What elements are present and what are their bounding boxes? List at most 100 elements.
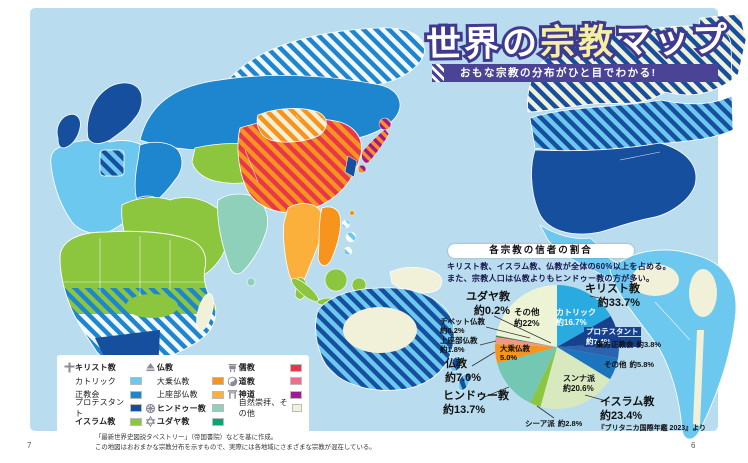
nature-swatch: [291, 404, 302, 413]
title-part-3: マップ: [613, 17, 734, 64]
protestant-swatch: [130, 404, 142, 413]
incense-burner-icon: [227, 362, 239, 373]
footnote-line-1: 「最新世界史図説タペストリー」（帝国書院）などを基に作成。: [95, 434, 278, 441]
label-judaism-total: ユダヤ教 約0.2%: [466, 291, 510, 317]
mahayana-swatch: [211, 377, 224, 386]
catholic-swatch: [129, 377, 142, 386]
region-myanmar-thailand-theravada: [283, 203, 324, 288]
left-page-number: 7: [27, 441, 32, 450]
page-title: 世界の宗教マップ: [423, 11, 734, 68]
orthodox-swatch: [129, 390, 142, 399]
legend-row-protestant: プロテスタント: [63, 398, 142, 418]
region-usa-protestant: [531, 142, 697, 235]
pie-slice-eastern-orthodox: [557, 343, 619, 359]
region-uk-protestant: [56, 113, 81, 149]
title-part-1: 世界の: [423, 21, 544, 68]
yin-yang-icon: [227, 376, 239, 387]
label-shia: シーア派 約2.8%: [525, 419, 583, 428]
legend-row-christianity: キリスト教: [63, 361, 142, 375]
chart-note-line-1: キリスト教、イスラム教、仏教が全体の60%以上を占める。: [447, 262, 671, 271]
chart-title: 各宗教の信者の割合: [448, 244, 634, 258]
region-vietnam-mahayana: [317, 206, 341, 266]
pie-slice-tibetan: [495, 336, 557, 347]
label-other-religions: その他 約22%: [514, 307, 540, 328]
chart-note-line-2: また、宗教人口は仏教よりもヒンドゥー教の方が多い。: [447, 274, 655, 283]
label-protestant: プロテスタント 約7.4%: [584, 327, 641, 347]
region-europe: [50, 82, 183, 234]
legend-row-islam: イスラム教: [63, 415, 142, 429]
region-korea: [344, 155, 358, 178]
region-oceania: [315, 267, 471, 391]
confucianism-swatch: [290, 363, 302, 372]
title-part-2: 宗教: [537, 19, 620, 65]
legend-column-1: キリスト教 カトリック 正教会 プロテスタント イスラム教: [63, 361, 142, 430]
label-other-christian: その他 約5.8%: [604, 360, 655, 369]
legend-row-orthodox: 正教会: [63, 388, 142, 402]
region-south-america: [609, 249, 737, 440]
legend-row-shinto: 神道: [227, 388, 302, 402]
leader-theravada: [479, 340, 497, 346]
map-footnote: 「最新世界史図説タペストリー」（帝国書院）などを基に作成。 この地図はおおまかな…: [95, 433, 376, 453]
region-eastern-europe-orthodox: [134, 141, 183, 208]
label-catholic: カトリック 約16.7%: [556, 308, 596, 327]
pie-slice-other: [496, 285, 557, 347]
pie-chart: [471, 285, 619, 419]
shinto-swatch: [290, 390, 302, 399]
region-australia-outback-nature: [343, 307, 417, 353]
judaism-swatch: [211, 417, 224, 426]
region-madagascar-nature: [196, 293, 214, 331]
pie-slice-jewish: [495, 335, 557, 347]
legend-row-theravada: 上座部仏教: [145, 388, 224, 402]
cross-icon: [63, 362, 75, 373]
region-philippines-catholic: [341, 219, 357, 256]
wheel-icon: [145, 403, 157, 414]
pie-slice-other-christian: [557, 347, 618, 380]
legend-row-mahayana: 大乗仏教: [145, 375, 224, 389]
pie-slice-theravada: [495, 336, 557, 347]
label-tibetan: チベット仏教 約0.2%: [440, 317, 485, 336]
legend-row-taoism: 道教: [227, 375, 302, 389]
pie-slice-hindu: [497, 347, 557, 403]
region-new-zealand: [450, 356, 471, 391]
region-andes-nature: [693, 330, 704, 426]
region-amazon-east-nature: [689, 269, 717, 317]
leader-judaism: [493, 315, 552, 344]
legend-row-nature-worship: 自然崇拝、その他: [227, 398, 302, 418]
footnote-line-2: この地図はおおまかな宗教分布を示すもので、実際には各地域にさまざまな宗教が混在し…: [95, 443, 376, 451]
legend-row-buddhism: 仏教: [145, 361, 224, 375]
pie-slices: [495, 285, 619, 409]
legend-row-hinduism: ヒンドゥー教: [145, 402, 224, 416]
subtitle-banner: おもな宗教の分布がひと目でわかる!: [432, 64, 718, 82]
leader-hinduism: [481, 386, 510, 399]
pie-slice-sunni: [540, 347, 610, 409]
legend-column-3: 儒教 道教 神道 自然崇拝、その他: [227, 361, 302, 430]
region-japan-shinto-buddhist: [357, 117, 392, 174]
region-china-confucian-buddhist: [237, 117, 362, 214]
taoism-swatch: [290, 377, 302, 386]
leader-buddhism: [471, 351, 496, 367]
chart-source: 『ブリタニカ国際年鑑 2023』より: [597, 425, 706, 432]
label-sunni: スンナ派 約20.6%: [563, 374, 595, 393]
pie-slice-catholic: [557, 285, 611, 347]
legend-row-confucianism: 儒教: [227, 361, 302, 375]
region-asia-east: [217, 108, 392, 307]
region-germany-mixed: [99, 149, 125, 177]
label-hinduism-total: ヒンドゥー教 約13.7%: [443, 390, 509, 416]
region-scandinavia-protestant: [86, 82, 143, 144]
legend-row-judaism: ユダヤ教: [145, 415, 224, 429]
leader-christianity: [589, 295, 609, 301]
stupa-icon: [145, 362, 157, 373]
region-sri-lanka: [246, 277, 256, 287]
label-islam-total: イスラム教 約23.4%: [600, 396, 655, 422]
pie-leader-lines: [471, 295, 611, 419]
region-amazon-nature: [631, 264, 679, 296]
hinduism-swatch: [211, 404, 224, 413]
label-eastern-orthodox: 東方正教会 約3.8%: [596, 340, 662, 349]
theravada-swatch: [211, 390, 224, 399]
legend-column-2: 仏教 大乗仏教 上座部仏教 ヒンドゥー教 ユダヤ教: [145, 361, 224, 430]
label-theravada: 上座部仏教 約1.8%: [440, 336, 478, 355]
islam-swatch: [129, 417, 142, 426]
leader-shia: [536, 405, 555, 419]
